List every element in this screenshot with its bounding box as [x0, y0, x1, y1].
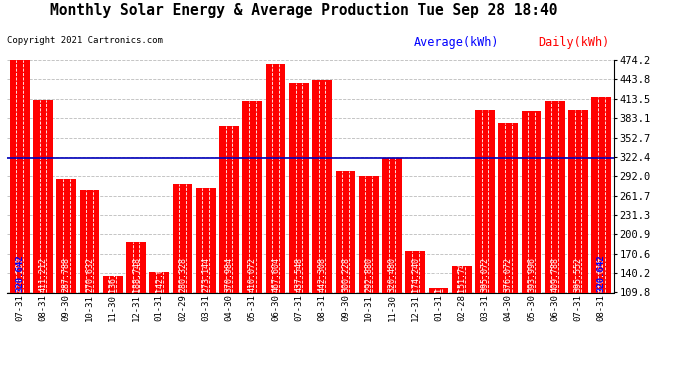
Bar [103, 276, 123, 292]
Text: Copyright 2021 Cartronics.com: Copyright 2021 Cartronics.com [7, 36, 163, 45]
Bar [126, 242, 146, 292]
Bar [545, 101, 564, 292]
Text: Daily(kWh): Daily(kWh) [538, 36, 609, 49]
Text: 151.744: 151.744 [457, 256, 466, 291]
Bar [57, 179, 76, 292]
Text: 416.016: 416.016 [597, 256, 606, 291]
Bar [452, 266, 471, 292]
Bar [522, 111, 542, 292]
Text: Monthly Solar Energy & Average Production Tue Sep 28 18:40: Monthly Solar Energy & Average Productio… [50, 2, 558, 18]
Text: 287.788: 287.788 [61, 256, 70, 291]
Bar [382, 158, 402, 292]
Text: 174.240: 174.240 [411, 256, 420, 291]
Bar [266, 64, 286, 292]
Text: 409.788: 409.788 [551, 256, 560, 291]
Bar [242, 101, 262, 292]
Text: 395.072: 395.072 [480, 256, 489, 291]
Bar [289, 83, 308, 292]
Bar [10, 60, 30, 292]
Text: 136.384: 136.384 [108, 256, 117, 291]
Bar [428, 288, 448, 292]
Text: 188.748: 188.748 [132, 256, 141, 291]
Text: 410.072: 410.072 [248, 256, 257, 291]
Text: 474.200: 474.200 [15, 256, 24, 291]
Text: 467.604: 467.604 [271, 256, 280, 291]
Text: 142.692: 142.692 [155, 256, 164, 291]
Text: 273.144: 273.144 [201, 256, 210, 291]
Text: 376.072: 376.072 [504, 256, 513, 291]
Bar [172, 184, 193, 292]
Text: 300.228: 300.228 [341, 256, 350, 291]
Bar [33, 100, 53, 292]
Bar [335, 171, 355, 292]
Text: 395.552: 395.552 [573, 256, 582, 291]
Bar [498, 123, 518, 292]
Text: 320.480: 320.480 [387, 256, 397, 291]
Bar [475, 111, 495, 292]
Bar [405, 251, 425, 292]
Bar [196, 188, 216, 292]
Text: 411.212: 411.212 [39, 256, 48, 291]
Text: 292.880: 292.880 [364, 256, 373, 291]
Text: 437.548: 437.548 [295, 256, 304, 291]
Text: 320.642: 320.642 [597, 254, 606, 291]
Bar [79, 190, 99, 292]
Bar [568, 110, 588, 292]
Bar [591, 97, 611, 292]
Text: Average(kWh): Average(kWh) [414, 36, 500, 49]
Text: 370.984: 370.984 [224, 256, 234, 291]
Bar [313, 80, 332, 292]
Text: 320.642: 320.642 [15, 254, 24, 291]
Text: 442.308: 442.308 [317, 256, 326, 291]
Text: 280.328: 280.328 [178, 256, 187, 291]
Bar [219, 126, 239, 292]
Text: 270.632: 270.632 [85, 256, 94, 291]
Bar [359, 176, 379, 292]
Text: 393.996: 393.996 [527, 256, 536, 291]
Text: 116.984: 116.984 [434, 256, 443, 291]
Bar [150, 272, 169, 292]
